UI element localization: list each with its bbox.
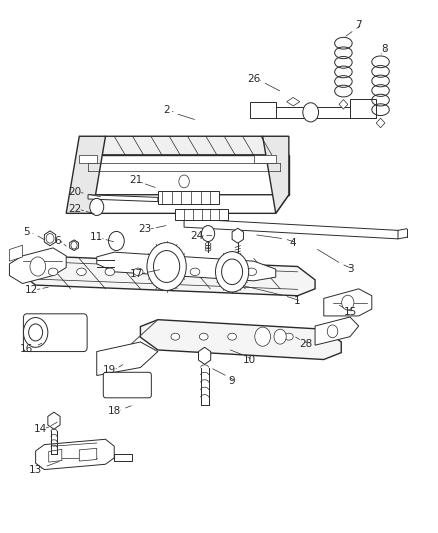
Ellipse shape (105, 268, 115, 276)
Text: 2: 2 (163, 104, 170, 115)
Polygon shape (10, 245, 22, 261)
Polygon shape (79, 136, 289, 155)
Text: 18: 18 (108, 406, 121, 416)
Text: 7: 7 (355, 20, 362, 30)
Polygon shape (184, 219, 398, 239)
Polygon shape (79, 195, 289, 213)
Circle shape (303, 103, 318, 122)
Circle shape (274, 329, 286, 344)
Polygon shape (44, 231, 56, 246)
Text: 1: 1 (294, 296, 301, 306)
Text: 28: 28 (300, 338, 313, 349)
Text: 16: 16 (20, 344, 34, 354)
Polygon shape (376, 118, 385, 128)
Circle shape (147, 243, 186, 290)
Polygon shape (48, 412, 60, 429)
FancyBboxPatch shape (23, 314, 87, 352)
Text: 10: 10 (243, 354, 256, 365)
Polygon shape (263, 136, 289, 213)
Ellipse shape (199, 333, 208, 340)
Polygon shape (250, 102, 276, 118)
Text: 14: 14 (33, 424, 46, 434)
Text: 9: 9 (229, 376, 235, 386)
Text: 11: 11 (90, 232, 103, 243)
Text: 21: 21 (129, 175, 143, 185)
Ellipse shape (171, 333, 180, 340)
Text: 24: 24 (191, 231, 204, 241)
Text: 4: 4 (290, 238, 297, 247)
Circle shape (179, 175, 189, 188)
Ellipse shape (285, 333, 293, 340)
Ellipse shape (48, 268, 58, 276)
Polygon shape (66, 136, 106, 213)
Polygon shape (324, 289, 372, 316)
Text: 6: 6 (54, 236, 61, 246)
Circle shape (255, 327, 271, 346)
Polygon shape (232, 228, 244, 243)
Polygon shape (339, 100, 348, 109)
Text: 13: 13 (29, 465, 42, 474)
Polygon shape (70, 240, 78, 251)
Text: 20: 20 (68, 187, 81, 197)
Circle shape (327, 325, 338, 338)
Text: 15: 15 (343, 306, 357, 317)
Circle shape (46, 233, 54, 243)
Polygon shape (350, 99, 376, 118)
Circle shape (201, 225, 215, 241)
Text: 17: 17 (129, 270, 143, 279)
Ellipse shape (228, 333, 237, 340)
Polygon shape (114, 454, 132, 461)
Text: 12: 12 (25, 286, 38, 295)
Polygon shape (10, 248, 66, 284)
Text: 23: 23 (138, 224, 152, 235)
Ellipse shape (190, 268, 200, 276)
Circle shape (342, 295, 354, 310)
Polygon shape (175, 209, 228, 220)
Polygon shape (79, 448, 97, 461)
Circle shape (109, 231, 124, 251)
Polygon shape (79, 155, 289, 195)
Polygon shape (88, 195, 158, 201)
Circle shape (222, 259, 243, 285)
Ellipse shape (77, 268, 86, 276)
Circle shape (30, 257, 46, 276)
Ellipse shape (162, 268, 171, 276)
Polygon shape (254, 155, 276, 163)
Ellipse shape (134, 268, 143, 276)
Circle shape (71, 241, 77, 249)
Text: 26: 26 (247, 75, 261, 84)
Ellipse shape (247, 268, 257, 276)
Polygon shape (315, 317, 359, 345)
Circle shape (153, 251, 180, 282)
Text: 5: 5 (24, 227, 30, 237)
FancyBboxPatch shape (103, 372, 151, 398)
Text: 22: 22 (68, 204, 81, 214)
Circle shape (90, 198, 104, 215)
Polygon shape (97, 342, 158, 375)
Circle shape (28, 324, 42, 341)
Text: 8: 8 (381, 44, 388, 53)
Polygon shape (79, 155, 97, 163)
Polygon shape (35, 439, 114, 470)
Ellipse shape (219, 268, 228, 276)
Polygon shape (254, 107, 367, 118)
Circle shape (23, 318, 48, 348)
Polygon shape (18, 256, 315, 296)
Polygon shape (49, 449, 62, 462)
Polygon shape (198, 348, 211, 365)
Ellipse shape (256, 333, 265, 340)
Polygon shape (158, 191, 219, 204)
Text: 19: 19 (103, 365, 117, 375)
Text: 3: 3 (346, 264, 353, 274)
Circle shape (215, 252, 249, 292)
Polygon shape (141, 320, 341, 360)
Polygon shape (287, 98, 300, 106)
Polygon shape (97, 252, 276, 281)
